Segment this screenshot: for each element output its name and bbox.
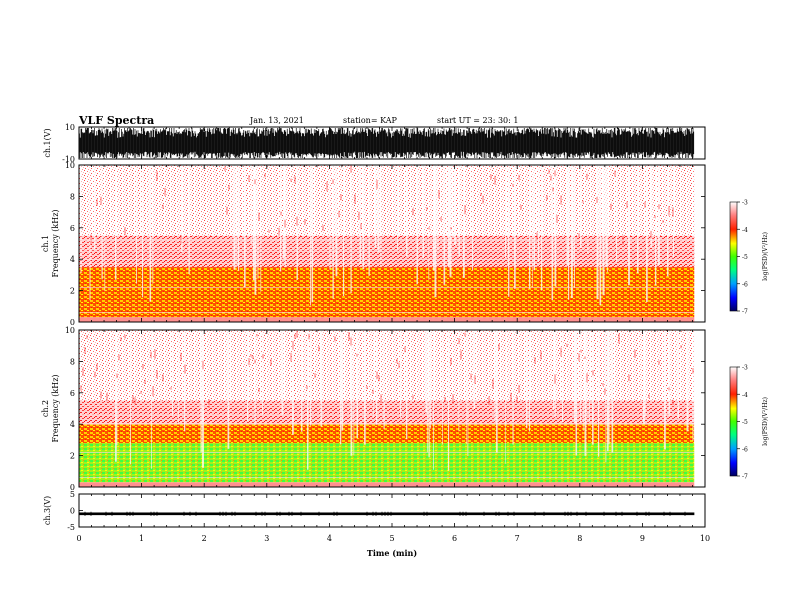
y-tick-label: 2 (70, 452, 75, 461)
channel-label: ch.1 (41, 235, 50, 252)
ch3-waveform-spikes (84, 511, 686, 516)
ch3-waveform-trace (79, 512, 695, 516)
x-tick-label: 7 (515, 534, 520, 543)
colorbar-tick-label: -6 (742, 446, 748, 453)
spectrogram-band (79, 267, 695, 307)
y-tick-label: 6 (70, 224, 75, 233)
spectrogram-band (79, 317, 695, 322)
y-tick-label: 8 (70, 357, 75, 366)
spectrogram-band (79, 482, 695, 487)
panel-frame (78, 493, 706, 528)
x-tick-label: 2 (202, 534, 207, 543)
x-tick-label: 3 (264, 534, 269, 543)
channel-label: ch.2 (41, 400, 50, 417)
x-tick-label: 5 (389, 534, 394, 543)
spectrogram-band (79, 306, 695, 318)
y-tick-label: 10 (65, 161, 75, 170)
x-tick-label: 6 (452, 534, 457, 543)
ch1-colorbar: -3 -4 -5 -6 -7 log(PSD)(V²/Hz) (729, 200, 769, 316)
x-tick-label: 0 (76, 534, 81, 543)
colorbar-tick-label: -3 (742, 365, 748, 372)
x-tick-label: 1 (139, 534, 144, 543)
spectrogram-band (79, 330, 695, 401)
y-tick-label: -10 (62, 155, 75, 164)
colorbar-label: log(PSD)(V²/Hz) (762, 397, 769, 446)
colorbar-gradient (729, 201, 738, 312)
no-data-region (694, 165, 705, 322)
impulse-stripes (80, 165, 674, 306)
x-tick-label: 4 (327, 534, 332, 543)
y-tick-label: 0 (70, 318, 75, 327)
y-tick-label: 10 (65, 123, 75, 132)
y-tick-label: -5 (67, 523, 75, 532)
colorbar-tick-label: -5 (742, 254, 748, 261)
y-axis-label: Frequency (kHz) (51, 209, 60, 277)
ch1-waveform-trace (79, 128, 695, 158)
date-label: Jan. 13, 2021 (249, 116, 304, 125)
no-data-region (694, 330, 705, 487)
station-label: station= KAP (343, 116, 398, 125)
y-tick-label: 4 (70, 255, 75, 264)
figure-title: VLF Spectra (78, 114, 154, 127)
ch2-colorbar: -3 -4 -5 -6 -7 log(PSD)(V²/Hz) (729, 365, 769, 481)
y-tick-label: 5 (70, 490, 75, 499)
colorbar-tick-label: -3 (742, 200, 748, 207)
colorbar-tick-label: -5 (742, 419, 748, 426)
start-ut-label: start UT = 23: 30: 1 (437, 116, 518, 125)
y-tick-label: 0 (70, 507, 75, 516)
y-axis-label: Frequency (kHz) (51, 374, 60, 442)
spectrogram-band (79, 443, 695, 483)
y-tick-label: 4 (70, 420, 75, 429)
x-tick-label: 9 (640, 534, 645, 543)
y-axis-label: ch.1(V) (43, 128, 52, 157)
colorbar-tick-label: -6 (742, 281, 748, 288)
colorbar-label: log(PSD)(V²/Hz) (762, 232, 769, 281)
spectrogram-band (79, 424, 695, 444)
x-tick-label: 8 (577, 534, 582, 543)
ch1-waveform-panel: 10 -10 ch.1(V) (43, 123, 706, 164)
ch2-spectrogram-panel: 0 2 4 6 8 10 ch.2 Frequency (kHz) (41, 326, 706, 492)
x-tick-label: 10 (700, 534, 710, 543)
colorbar-gradient (729, 366, 738, 477)
colorbar-tick-label: -4 (742, 392, 748, 399)
y-tick-label: 6 (70, 389, 75, 398)
colorbar-tick-label: -7 (742, 474, 748, 481)
y-tick-label: 10 (65, 326, 75, 335)
y-axis-label: ch.3(V) (43, 496, 52, 525)
colorbar-tick-label: -7 (742, 309, 748, 316)
spectrogram-band (79, 165, 695, 236)
y-tick-label: 2 (70, 287, 75, 296)
colorbar-tick-label: -4 (742, 227, 748, 234)
ch1-spectrogram-panel: 0 2 4 6 8 10 ch.1 Frequency (kHz) (41, 161, 706, 327)
y-tick-label: 0 (70, 483, 75, 492)
y-tick-label: 8 (70, 192, 75, 201)
x-axis-label: Time (min) (367, 548, 417, 558)
spectrogram-band (79, 400, 695, 425)
